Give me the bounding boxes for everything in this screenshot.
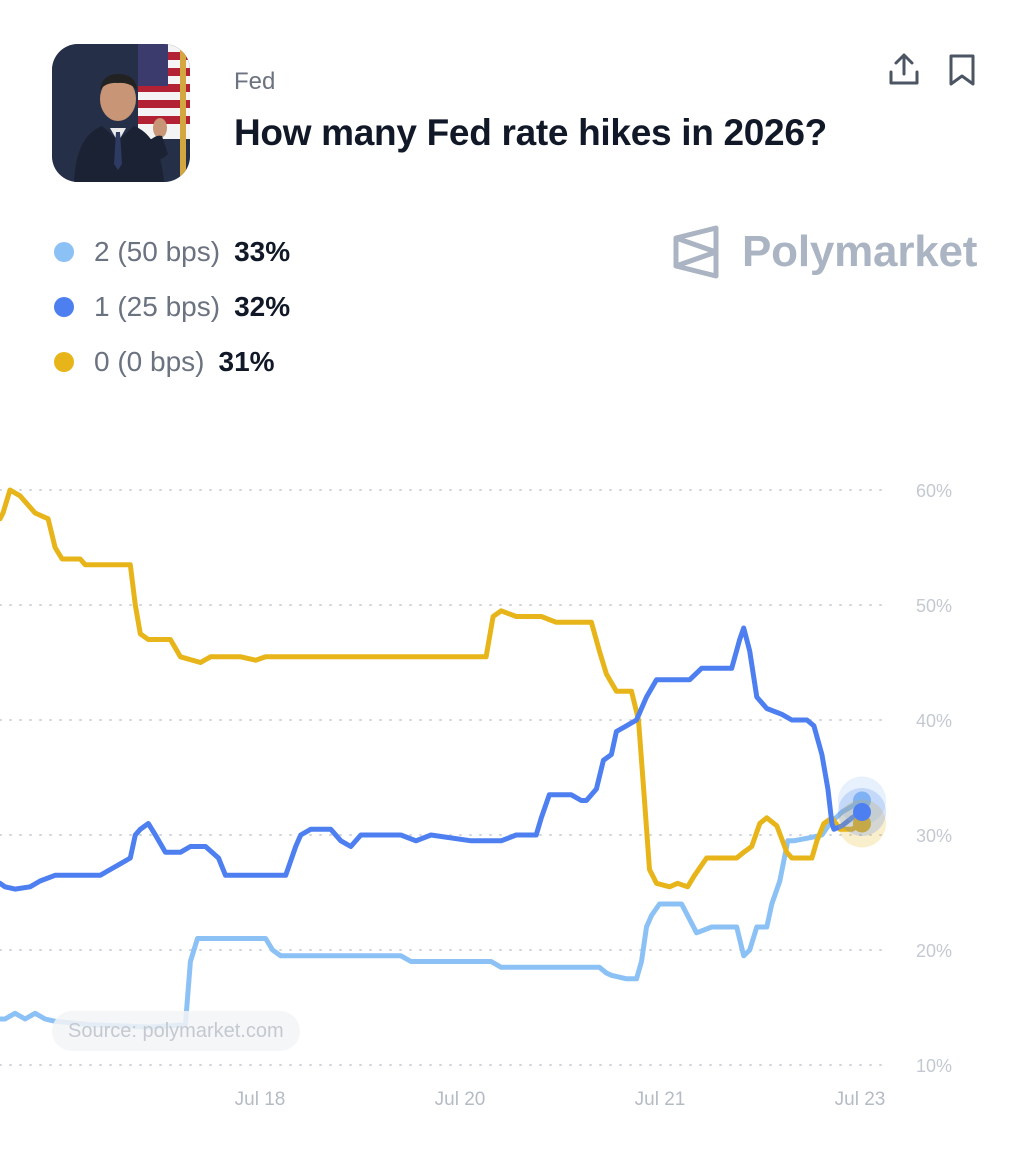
legend-dot-icon bbox=[54, 351, 74, 372]
y-tick-label: 60% bbox=[916, 481, 952, 501]
legend-value: 33% bbox=[234, 235, 291, 267]
series-end-point bbox=[853, 803, 871, 821]
polymarket-logo-icon bbox=[673, 225, 719, 279]
x-axis: Jul 18 Jul 20 Jul 21 Jul 23 bbox=[235, 1089, 886, 1110]
legend-item: 2 (50 bps) 33% bbox=[52, 224, 290, 279]
y-tick-label: 10% bbox=[916, 1056, 952, 1076]
bookmark-icon[interactable] bbox=[945, 52, 979, 88]
brand-name: Polymarket bbox=[742, 227, 978, 276]
source-badge: Source: polymarket.com bbox=[52, 1011, 300, 1051]
legend-value: 32% bbox=[234, 290, 291, 322]
legend-dot-icon bbox=[54, 241, 74, 262]
x-tick-label: Jul 21 bbox=[635, 1089, 686, 1110]
y-tick-label: 20% bbox=[916, 941, 952, 961]
x-tick-label: Jul 20 bbox=[435, 1089, 486, 1110]
legend-label: 1 (25 bps) bbox=[94, 290, 221, 322]
chart-end-markers bbox=[838, 776, 886, 848]
market-title: How many Fed rate hikes in 2026? bbox=[234, 112, 827, 153]
legend-label: 0 (0 bps) bbox=[94, 345, 205, 377]
brand-watermark: Polymarket bbox=[672, 224, 977, 280]
market-avatar bbox=[52, 44, 190, 182]
share-upload-icon[interactable] bbox=[887, 52, 921, 88]
legend-item: 0 (0 bps) 31% bbox=[52, 334, 290, 389]
speaker-photo bbox=[52, 44, 190, 182]
y-tick-label: 40% bbox=[916, 711, 952, 731]
market-category[interactable]: Fed bbox=[234, 68, 276, 95]
chart-series bbox=[0, 487, 865, 1030]
y-axis: 60% 50% 40% 30% 20% 10% bbox=[916, 481, 952, 1076]
series-line bbox=[0, 625, 865, 892]
series-line bbox=[0, 487, 865, 890]
legend-label: 2 (50 bps) bbox=[94, 235, 221, 267]
legend-value: 31% bbox=[218, 345, 275, 377]
outcome-legend: 2 (50 bps) 33% 1 (25 bps) 32% 0 (0 bps) … bbox=[52, 224, 290, 389]
x-tick-label: Jul 23 bbox=[835, 1089, 886, 1110]
y-tick-label: 50% bbox=[916, 596, 952, 616]
legend-item: 1 (25 bps) 32% bbox=[52, 279, 290, 334]
legend-dot-icon bbox=[54, 296, 74, 317]
y-tick-label: 30% bbox=[916, 826, 952, 846]
probability-chart[interactable]: 60%50%40%30%20%10% Jul 18 Jul 20 Jul 21 Jul… bbox=[0, 470, 1032, 1120]
x-tick-label: Jul 18 bbox=[235, 1089, 286, 1110]
